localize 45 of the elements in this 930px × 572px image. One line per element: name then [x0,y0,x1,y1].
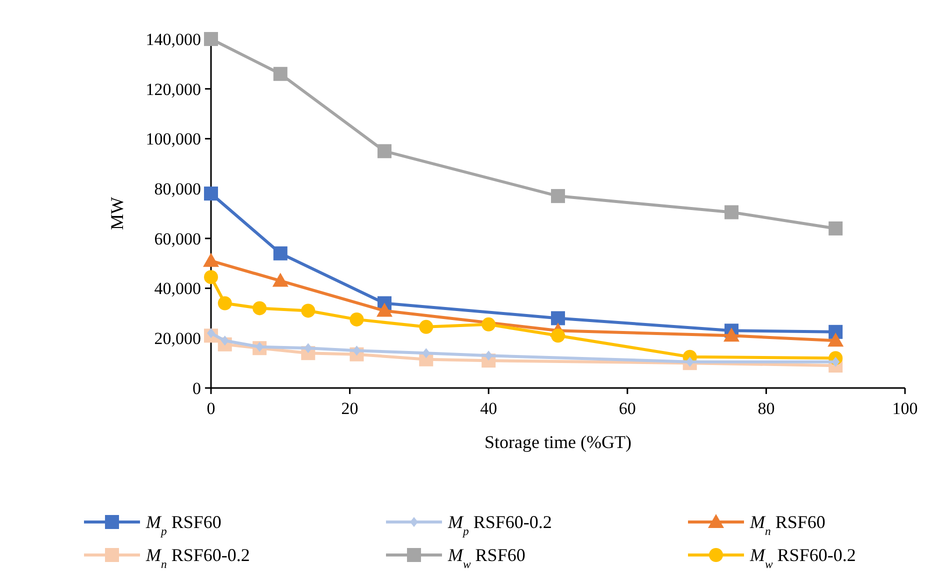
point [301,304,316,318]
x-tick-label: 100 [892,399,918,418]
legend-label: M$_{n}$ RSF60-0.2 [145,545,250,570]
point [218,296,232,310]
y-tick-label: 120,000 [146,80,201,99]
y-tick-label: 80,000 [154,180,201,199]
x-tick-label: 20 [341,399,358,418]
point [828,221,843,236]
legend-label: M$_{p}$ RSF60 [145,512,222,538]
x-tick-label: 80 [758,399,775,418]
point [551,311,565,326]
point [419,320,434,334]
x-tick-label: 0 [206,399,216,418]
point [828,332,844,347]
x-axis-title: Storage time (%GT) [484,432,632,452]
point [272,272,288,287]
point [350,312,364,326]
point [204,270,218,284]
point [724,205,738,220]
x-tick-label: 60 [618,399,636,418]
y-tick-label: 140,000 [146,30,201,49]
point [422,348,430,358]
legend-label: M$_{w}$ RSF60-0.2 [749,545,856,570]
legend-label: M$_{n}$ RSF60 [749,512,826,538]
point [204,186,218,201]
point [203,252,219,267]
y-tick-label: 20,000 [154,329,201,348]
point [252,301,267,316]
point [376,302,392,317]
point [551,328,565,343]
x-tick-label: 40 [480,399,498,418]
point [551,189,565,204]
point [204,32,218,46]
y-tick-label: 60,000 [154,229,201,248]
y-axis-title: MW [107,196,127,230]
y-tick-label: 40,000 [154,279,201,298]
legend-label: M$_{p}$ RSF60-0.2 [447,512,552,538]
legend-label: M$_{w}$ RSF60 [447,545,526,570]
point [273,246,288,260]
point [724,328,740,342]
point [482,317,496,332]
y-tick-label: 100,000 [146,130,201,149]
point [273,66,288,81]
point [378,144,392,158]
y-tick-label: 0 [192,378,201,398]
